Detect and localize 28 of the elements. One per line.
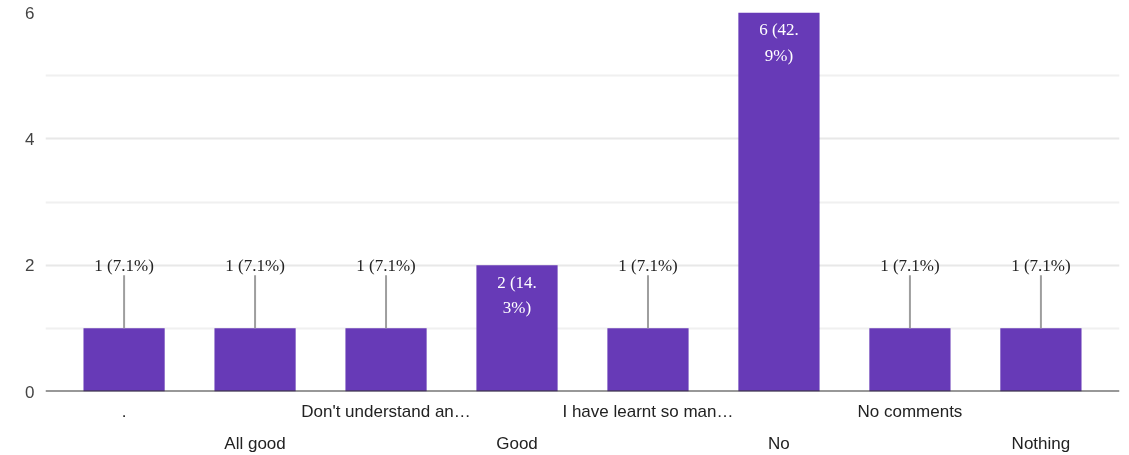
- data-label: 2 (14.3%): [497, 272, 537, 318]
- x-tick-label: All good: [224, 433, 286, 453]
- x-tick-label: I have learnt so man…: [562, 401, 734, 421]
- data-label: 1 (7.1%): [94, 256, 154, 276]
- data-label: 1 (7.1%): [225, 256, 285, 276]
- x-tick-label: No comments: [857, 401, 963, 421]
- data-label: 1 (7.1%): [880, 256, 940, 276]
- x-tick-label: Good: [496, 433, 538, 453]
- y-tick-label: 2: [25, 256, 35, 276]
- y-tick-label: 0: [25, 382, 35, 402]
- x-tick-label: Don't understand an…: [301, 401, 471, 421]
- data-label: 6 (42.9%): [759, 20, 799, 65]
- x-tick-label: No: [768, 433, 790, 453]
- bar: [738, 12, 820, 392]
- y-tick-label: 4: [25, 129, 35, 149]
- y-tick-label: 6: [25, 3, 35, 23]
- bar: [83, 328, 165, 392]
- bar: [1000, 328, 1082, 392]
- bar: [345, 328, 427, 392]
- bar: [607, 328, 689, 392]
- bar: [214, 328, 296, 392]
- data-label: 1 (7.1%): [1011, 256, 1071, 276]
- x-tick-label: Nothing: [1011, 433, 1071, 453]
- x-tick-label: .: [121, 401, 127, 421]
- bar: [476, 265, 558, 392]
- bar: [869, 328, 951, 392]
- data-label: 1 (7.1%): [356, 256, 416, 276]
- data-label: 1 (7.1%): [618, 256, 678, 276]
